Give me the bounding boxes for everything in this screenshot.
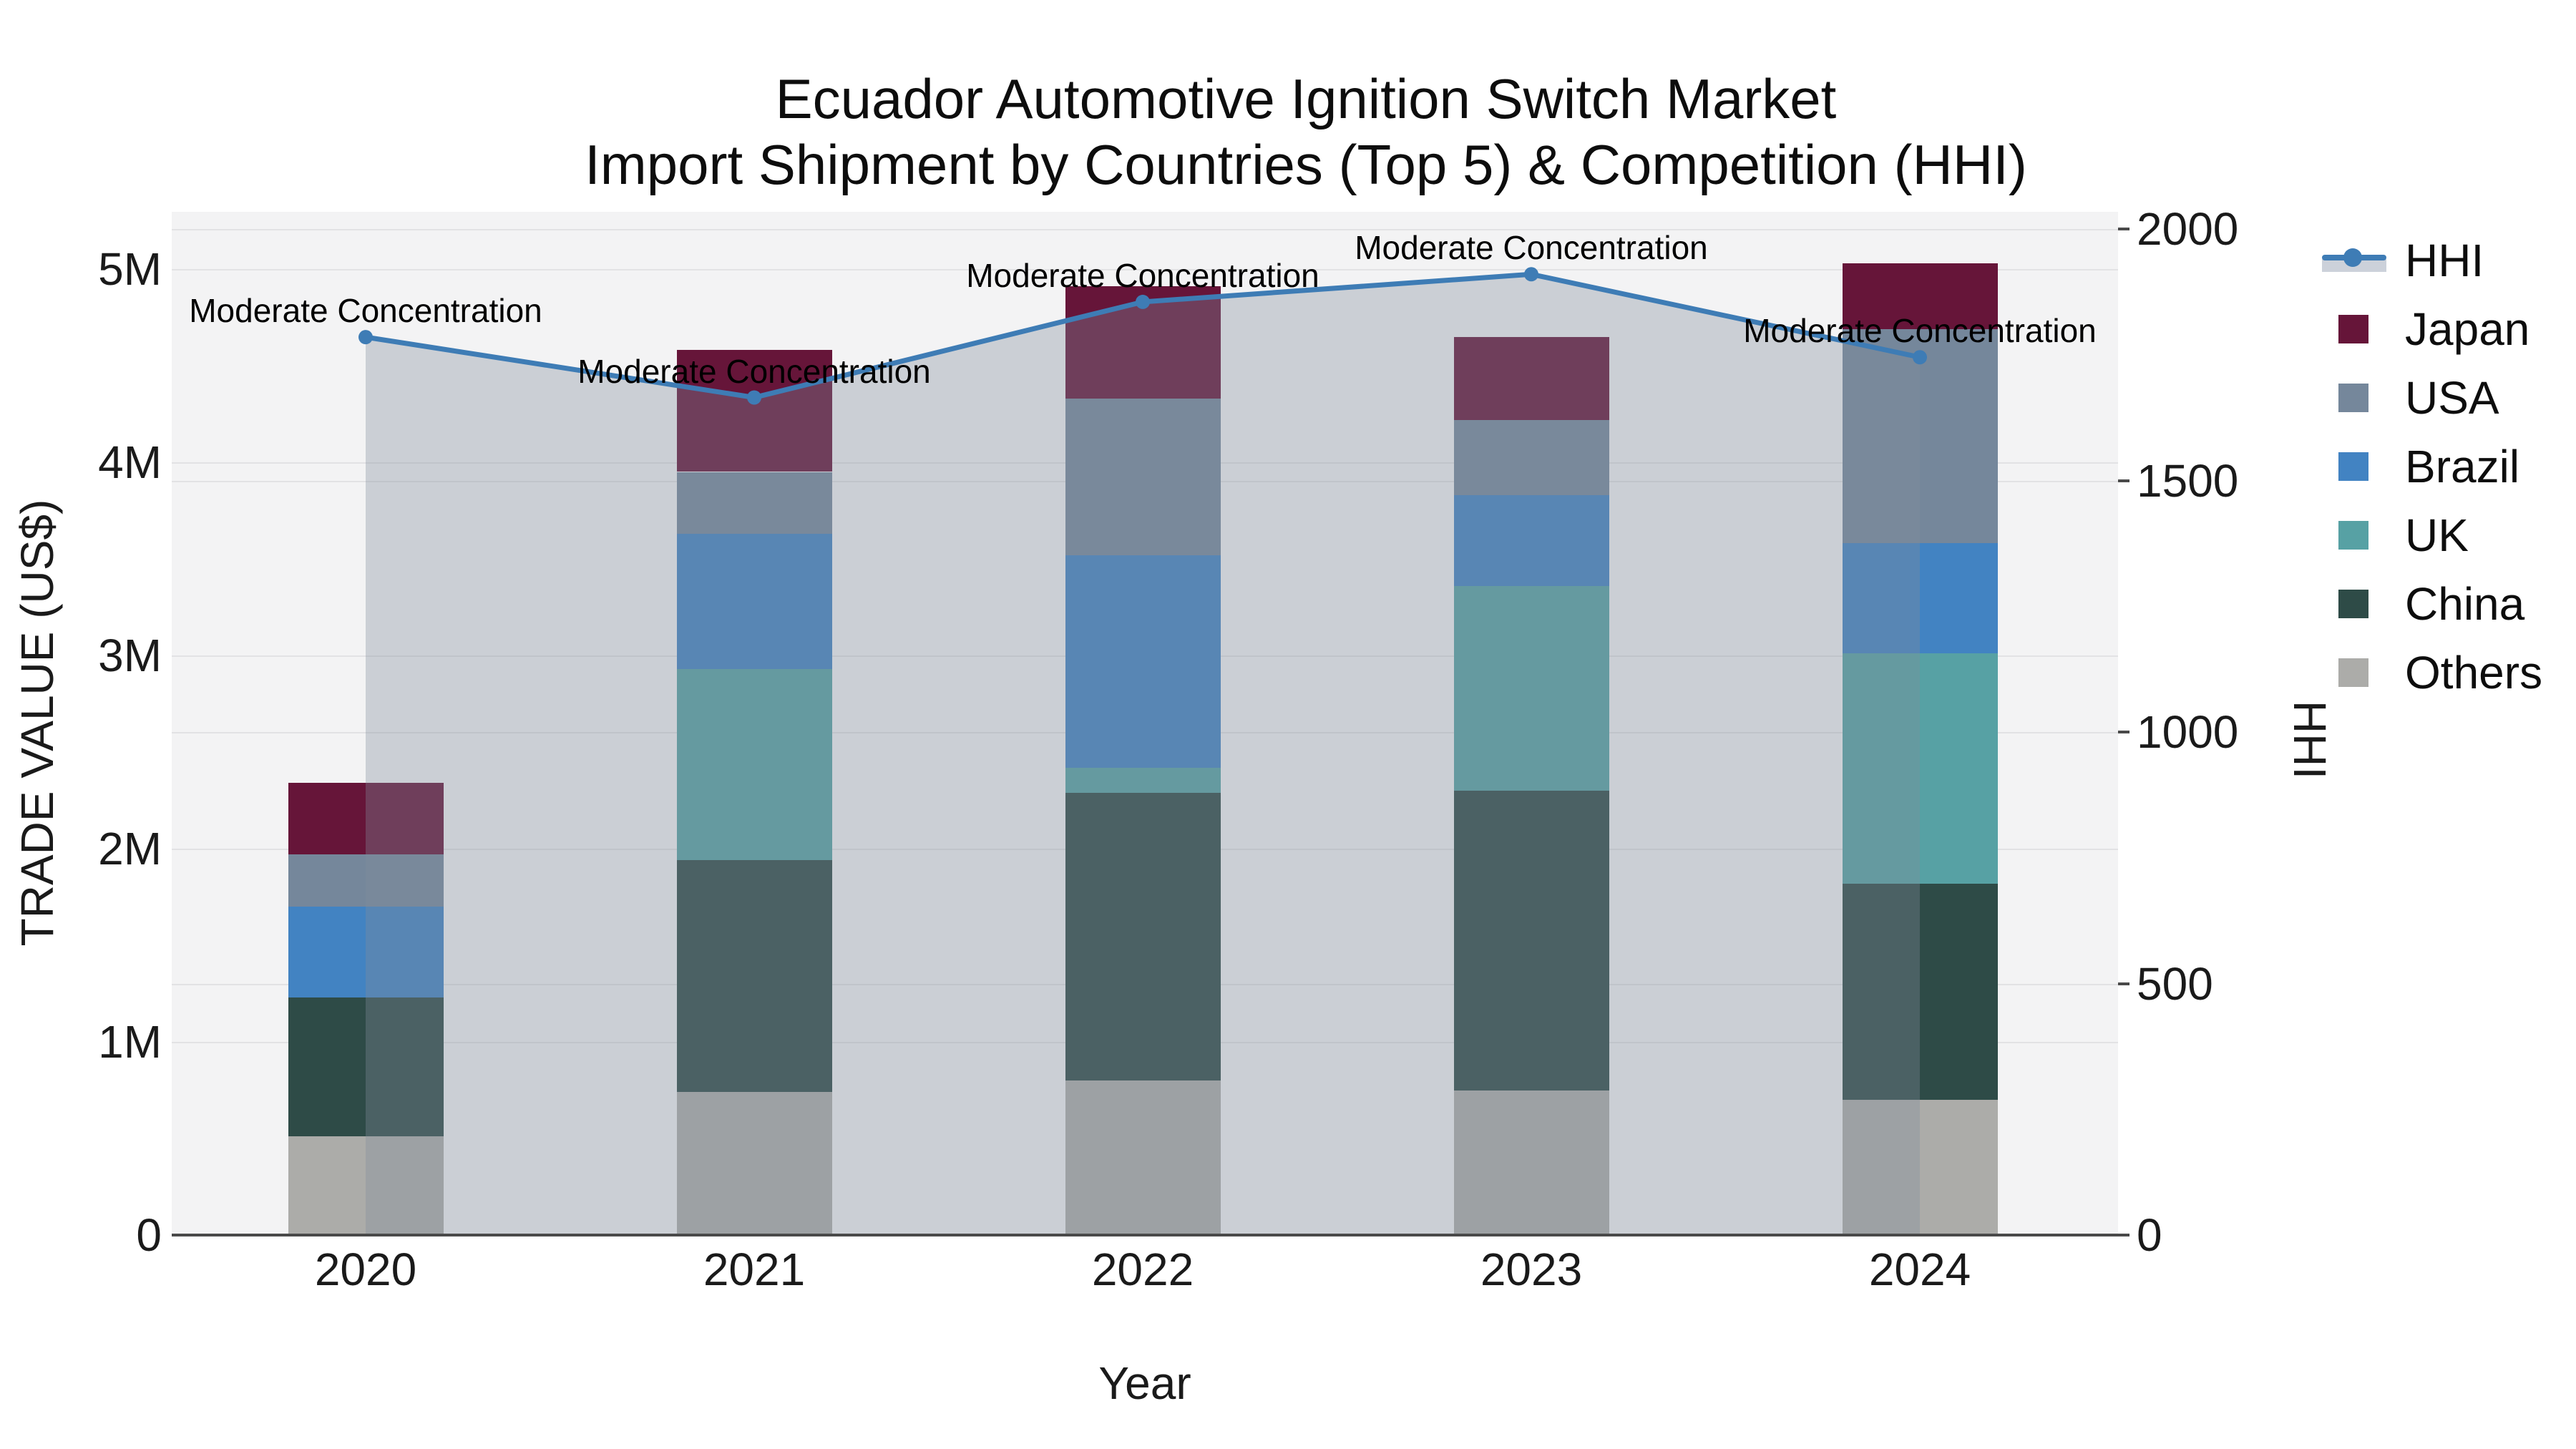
- right-axis-tickmark-500: [2118, 982, 2129, 985]
- bar-segment-usa-2022[interactable]: [1065, 398, 1221, 555]
- bar-segment-others-2020[interactable]: [288, 1136, 444, 1235]
- bar-segment-brazil-2023[interactable]: [1453, 494, 1609, 586]
- left-axis-tick-0: 0: [136, 1209, 162, 1261]
- bar-segment-china-2021[interactable]: [676, 860, 832, 1093]
- bar-segment-uk-2022[interactable]: [1065, 767, 1221, 793]
- x-axis-title: Year: [1098, 1357, 1191, 1409]
- bar-segment-brazil-2021[interactable]: [676, 533, 832, 669]
- legend-label-others: Others: [2405, 647, 2543, 698]
- legend: HHI Japan USA Brazil UK China Others: [2322, 226, 2542, 707]
- x-axis-tick-2023: 2023: [1480, 1244, 1583, 1295]
- x-axis-tick-2022: 2022: [1091, 1244, 1194, 1295]
- bar-segment-japan-2023[interactable]: [1453, 336, 1609, 420]
- x-axis-tick-2021: 2021: [703, 1244, 806, 1295]
- hhi-line-layer: [358, 267, 1927, 1235]
- legend-label-hhi: HHI: [2405, 235, 2484, 286]
- hhi-line-icon: [2322, 240, 2391, 280]
- annotation-2021: Moderate Concentration: [577, 352, 931, 390]
- bar-segment-others-2024[interactable]: [1842, 1100, 1998, 1235]
- legend-item-china[interactable]: China: [2322, 570, 2542, 638]
- right-axis-title: HHI: [2284, 700, 2336, 780]
- right-axis-tick-1000: 1000: [2137, 706, 2239, 758]
- brazil-swatch-icon: [2322, 447, 2391, 487]
- legend-item-uk[interactable]: UK: [2322, 501, 2542, 570]
- gridline-right-2000: [172, 229, 2118, 230]
- bar-segment-china-2024[interactable]: [1842, 883, 1998, 1100]
- bar-segment-usa-2021[interactable]: [676, 472, 832, 534]
- gridline-left-5M: [172, 269, 2118, 270]
- usa-swatch-icon: [2322, 378, 2391, 418]
- x-axis-line: [172, 1234, 2118, 1236]
- legend-item-others[interactable]: Others: [2322, 638, 2542, 707]
- bar-segment-uk-2023[interactable]: [1453, 585, 1609, 791]
- hhi-marker-2023[interactable]: [1524, 267, 1538, 282]
- left-axis-tick-4M: 4M: [98, 436, 162, 488]
- hhi-marker-2020[interactable]: [358, 330, 373, 345]
- bar-segment-japan-2020[interactable]: [288, 783, 444, 855]
- bar-segment-china-2022[interactable]: [1065, 792, 1221, 1080]
- right-axis-tickmark-2000: [2118, 228, 2129, 230]
- bar-segment-others-2021[interactable]: [676, 1092, 832, 1235]
- china-swatch-icon: [2322, 584, 2391, 624]
- left-axis-tick-1M: 1M: [98, 1016, 162, 1068]
- bar-segment-brazil-2020[interactable]: [288, 907, 444, 997]
- bar-segment-uk-2024[interactable]: [1842, 653, 1998, 884]
- bar-segment-others-2023[interactable]: [1453, 1090, 1609, 1235]
- bar-segment-china-2020[interactable]: [288, 997, 444, 1137]
- right-axis-tickmark-1000: [2118, 731, 2129, 733]
- chart-title-line2: Import Shipment by Countries (Top 5) & C…: [585, 133, 2027, 196]
- annotation-2022: Moderate Concentration: [966, 256, 1319, 294]
- chart-title: Ecuador Automotive Ignition Switch Marke…: [585, 66, 2027, 197]
- uk-swatch-icon: [2322, 515, 2391, 555]
- left-axis-tick-3M: 3M: [98, 630, 162, 681]
- annotation-2020: Moderate Concentration: [189, 292, 542, 330]
- legend-label-japan: Japan: [2405, 303, 2530, 355]
- bar-segment-usa-2020[interactable]: [288, 854, 444, 907]
- annotation-2023: Moderate Concentration: [1355, 229, 1708, 267]
- annotation-2024: Moderate Concentration: [1743, 312, 2097, 350]
- bar-segment-china-2023[interactable]: [1453, 791, 1609, 1091]
- left-axis-title: TRADE VALUE (US$): [11, 499, 63, 947]
- legend-item-brazil[interactable]: Brazil: [2322, 432, 2542, 501]
- x-axis-tick-2020: 2020: [314, 1244, 417, 1295]
- right-axis-tick-2000: 2000: [2137, 203, 2239, 255]
- right-axis-tick-1500: 1500: [2137, 454, 2239, 507]
- hhi-marker-2021[interactable]: [747, 390, 761, 405]
- legend-item-usa[interactable]: USA: [2322, 364, 2542, 432]
- left-axis-tick-2M: 2M: [98, 823, 162, 874]
- bar-segment-japan-2021[interactable]: [676, 350, 832, 472]
- legend-item-japan[interactable]: Japan: [2322, 295, 2542, 364]
- right-axis-tick-500: 500: [2137, 957, 2213, 1010]
- legend-item-hhi[interactable]: HHI: [2322, 226, 2542, 295]
- left-axis-tick-5M: 5M: [98, 243, 162, 295]
- bar-segment-brazil-2022[interactable]: [1065, 555, 1221, 768]
- legend-label-brazil: Brazil: [2405, 441, 2520, 492]
- right-axis-tick-0: 0: [2137, 1209, 2162, 1261]
- right-axis-tickmark-1500: [2118, 479, 2129, 482]
- hhi-marker-2022[interactable]: [1136, 294, 1150, 309]
- bar-segment-uk-2021[interactable]: [676, 668, 832, 861]
- chart-title-line1: Ecuador Automotive Ignition Switch Marke…: [775, 67, 1837, 130]
- hhi-marker-2024[interactable]: [1913, 350, 1927, 365]
- right-axis-tickmark-0: [2118, 1234, 2129, 1236]
- bar-segment-usa-2024[interactable]: [1842, 328, 1998, 544]
- legend-label-uk: UK: [2405, 509, 2469, 561]
- bar-segment-others-2022[interactable]: [1065, 1080, 1221, 1235]
- hhi-area-fill: [366, 274, 1920, 1235]
- others-swatch-icon: [2322, 653, 2391, 693]
- bar-segment-japan-2024[interactable]: [1842, 263, 1998, 329]
- x-axis-tick-2024: 2024: [1868, 1244, 1971, 1295]
- legend-label-usa: USA: [2405, 372, 2499, 424]
- legend-label-china: China: [2405, 578, 2525, 630]
- bar-segment-brazil-2024[interactable]: [1842, 543, 1998, 654]
- bar-segment-usa-2023[interactable]: [1453, 419, 1609, 495]
- plot-area: [172, 212, 2118, 1235]
- japan-swatch-icon: [2322, 309, 2391, 349]
